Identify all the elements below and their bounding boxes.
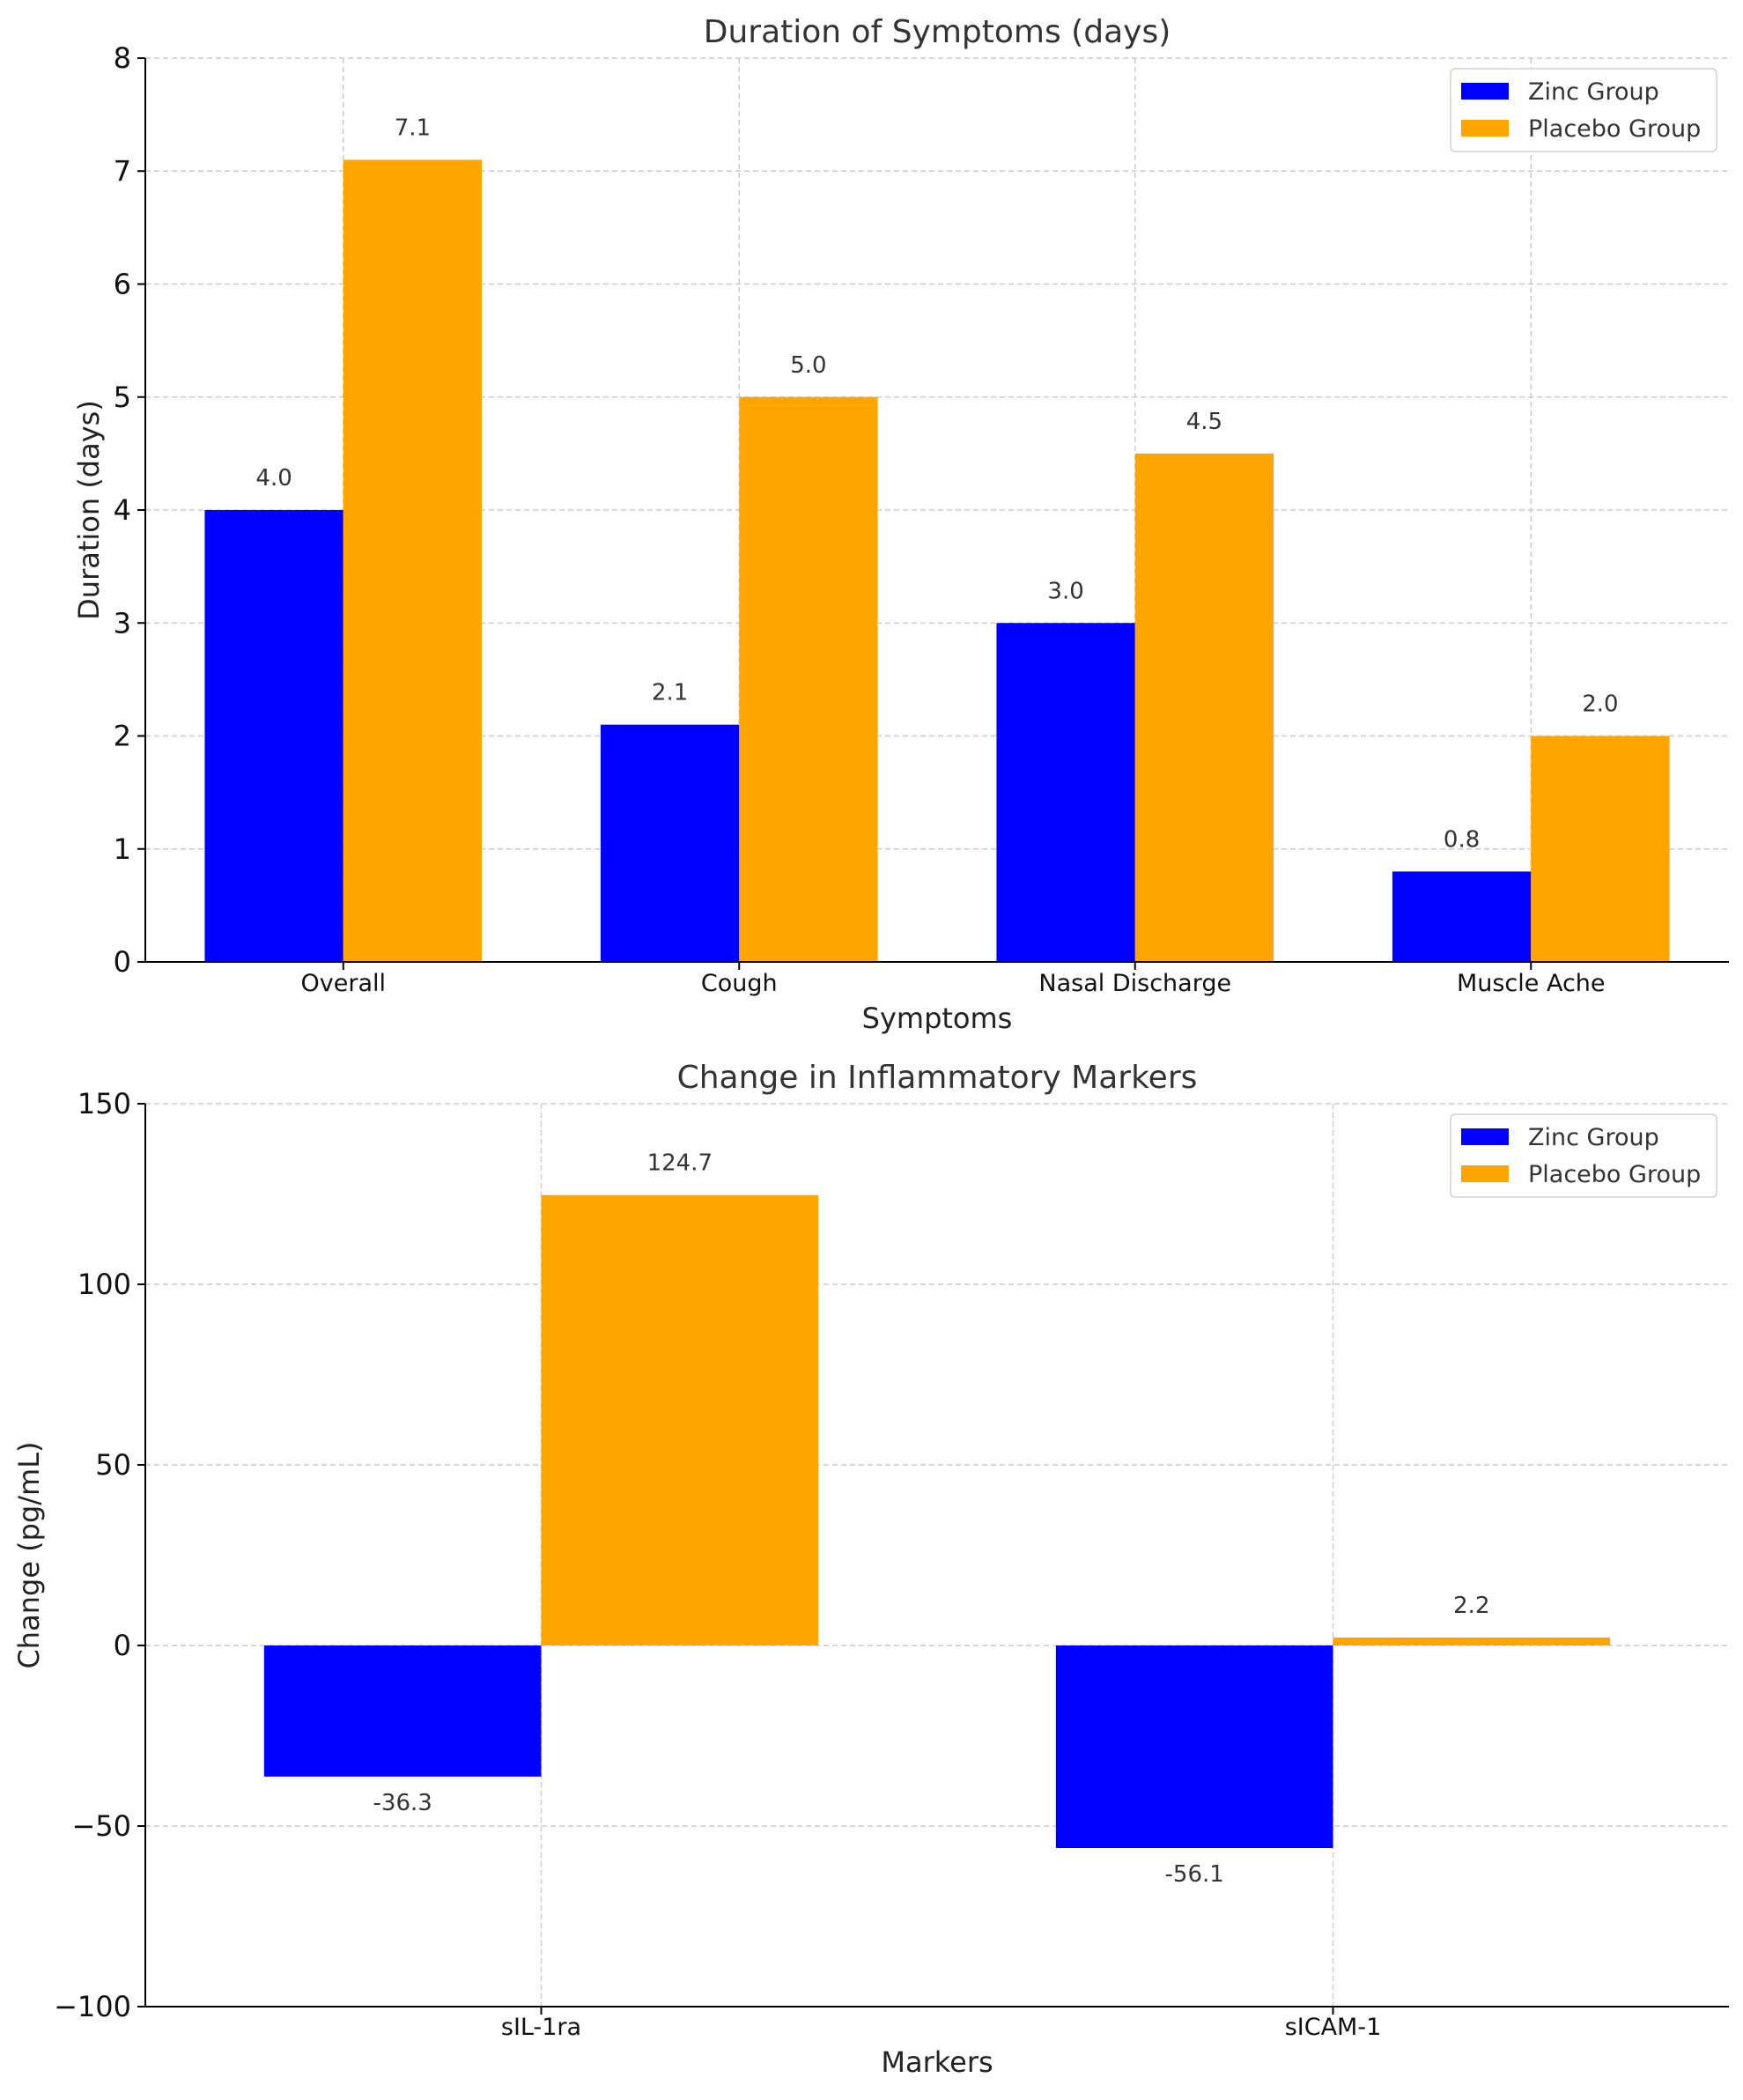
y-tick-label: 0 — [114, 945, 131, 979]
data-label: 4.5 — [1186, 409, 1222, 435]
data-label: 5.0 — [790, 352, 826, 379]
y-tick-label: −100 — [54, 1990, 131, 2023]
y-tick-label: 3 — [114, 606, 131, 640]
bar-placebo-group-0 — [343, 159, 483, 963]
bar-zinc-group-3 — [1392, 871, 1532, 962]
y-tick-label: −50 — [71, 1809, 131, 1843]
bar-zinc-group-0 — [263, 1645, 542, 1777]
y-tick-label: 2 — [114, 720, 131, 753]
y-tick-label: 8 — [114, 41, 131, 75]
data-label: 2.2 — [1453, 1593, 1489, 1619]
x-tick-label: sIL-1ra — [501, 2014, 581, 2041]
data-label: 3.0 — [1047, 578, 1083, 604]
legend-label: Placebo Group — [1528, 1161, 1701, 1188]
bar-placebo-group-1 — [1333, 1637, 1611, 1645]
chart-title: Duration of Symptoms (days) — [704, 14, 1171, 50]
bar-zinc-group-1 — [1055, 1645, 1333, 1849]
y-axis-label: Duration (days) — [72, 400, 106, 620]
legend-frame — [1450, 68, 1717, 152]
bar-placebo-group-2 — [1134, 453, 1274, 962]
y-tick-label: 100 — [78, 1268, 131, 1301]
bar-placebo-group-0 — [541, 1194, 819, 1645]
y-tick-label: 5 — [114, 381, 131, 414]
y-tick-label: 4 — [114, 493, 131, 527]
bar-zinc-group-0 — [204, 510, 343, 962]
bar-zinc-group-1 — [600, 724, 740, 962]
y-tick-label: 150 — [78, 1087, 131, 1120]
y-tick-label: 1 — [114, 832, 131, 866]
chart-title: Change in Inflammatory Markers — [677, 1060, 1198, 1096]
x-axis-label: Markers — [881, 2045, 993, 2079]
legend-swatch — [1461, 120, 1509, 137]
y-tick-label: 50 — [95, 1448, 131, 1482]
data-label: 2.1 — [652, 680, 688, 706]
legend-swatch — [1461, 1128, 1509, 1145]
y-tick-label: 0 — [114, 1629, 131, 1662]
legend-swatch — [1461, 83, 1509, 100]
y-tick-label: 6 — [114, 268, 131, 301]
x-tick-label: Cough — [701, 970, 778, 997]
data-label: -36.3 — [373, 1790, 432, 1816]
data-label: -56.1 — [1165, 1861, 1224, 1888]
data-label: 4.0 — [255, 465, 292, 492]
bar-placebo-group-1 — [739, 396, 878, 962]
y-tick-label: 7 — [114, 154, 131, 188]
data-label: 124.7 — [647, 1150, 713, 1177]
x-axis-label: Symptoms — [862, 1002, 1013, 1035]
legend-label: Placebo Group — [1528, 115, 1701, 143]
legend-label: Zinc Group — [1528, 1124, 1659, 1151]
x-tick-label: Overall — [301, 970, 387, 997]
y-axis-label: Change (pg/mL) — [12, 1441, 46, 1668]
chart-panel-1: 4.0 2.1 3.0 0.8 7.1 5.0 4.5 2.0 0 1 2 3 4 5 6 7 8 Overall… — [72, 14, 1729, 1035]
chart-panel-2: -36.3 -56.1 124.7 2.2 −100 −50 0 50 100 150 sIL-1r… — [12, 1060, 1729, 2079]
bar-zinc-group-2 — [996, 623, 1135, 962]
legend-frame — [1450, 1113, 1717, 1198]
legend: Zinc Group Placebo Group — [1450, 1113, 1717, 1198]
legend: Zinc Group Placebo Group — [1450, 68, 1717, 152]
x-tick-label: sICAM-1 — [1285, 2014, 1382, 2041]
legend-swatch — [1461, 1165, 1509, 1182]
x-tick-label: Nasal Discharge — [1038, 970, 1231, 997]
x-tick-label: Muscle Ache — [1457, 970, 1606, 997]
data-label: 7.1 — [395, 115, 431, 141]
data-label: 0.8 — [1444, 826, 1480, 853]
data-label: 2.0 — [1582, 691, 1618, 718]
legend-label: Zinc Group — [1528, 78, 1659, 106]
bar-placebo-group-3 — [1531, 736, 1670, 962]
